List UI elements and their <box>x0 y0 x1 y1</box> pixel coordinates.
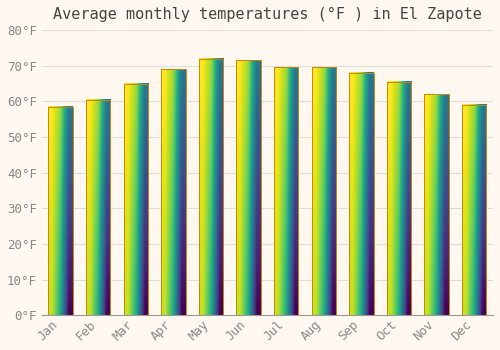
Bar <box>387 82 411 315</box>
Bar <box>312 68 336 315</box>
Bar <box>86 99 110 315</box>
Bar <box>236 60 261 315</box>
Bar <box>274 68 298 315</box>
Bar <box>462 105 486 315</box>
Title: Average monthly temperatures (°F ) in El Zapote: Average monthly temperatures (°F ) in El… <box>53 7 482 22</box>
Bar <box>349 73 374 315</box>
Bar <box>161 69 186 315</box>
Bar <box>124 84 148 315</box>
Bar <box>199 58 223 315</box>
Bar <box>424 94 449 315</box>
Bar <box>48 107 73 315</box>
